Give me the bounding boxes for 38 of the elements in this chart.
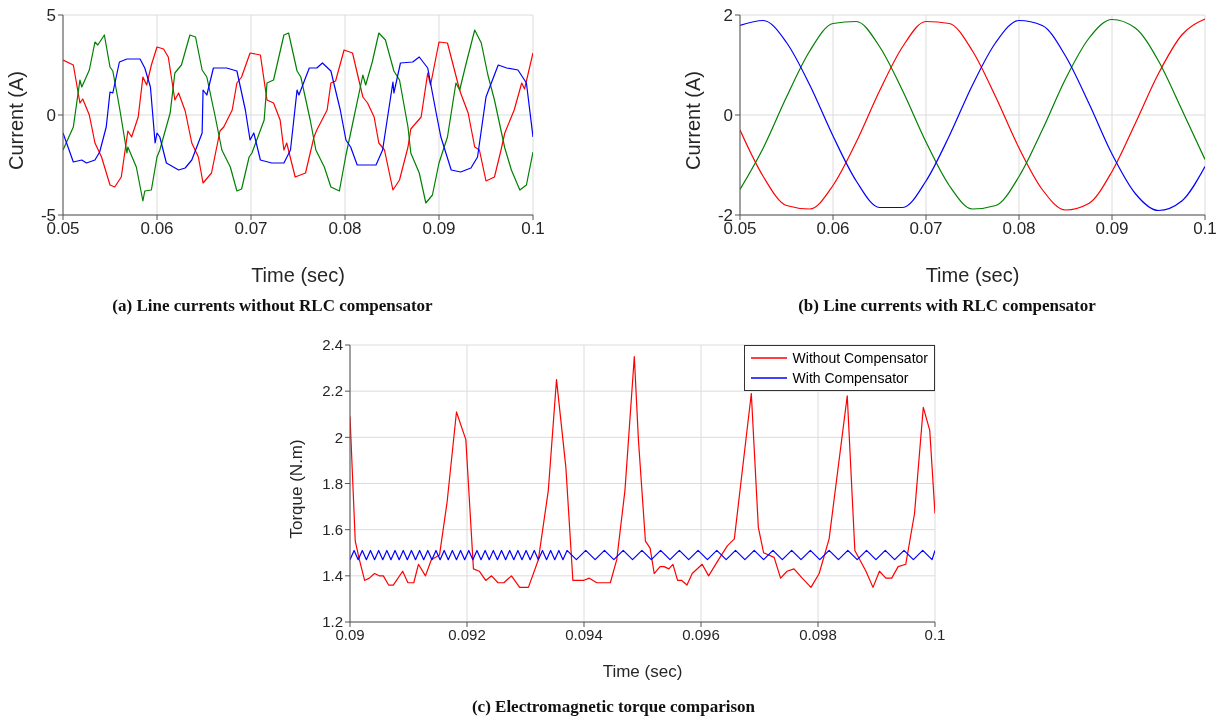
text: (c) Electromagnetic torque comparison xyxy=(470,697,757,717)
text: (a) Line currents without RLC compensator xyxy=(111,296,434,316)
y-tick-label: 1.8 xyxy=(322,474,343,492)
x-tick-label: 0.08 xyxy=(1002,219,1036,239)
x-tick-label: 0.06 xyxy=(140,219,174,239)
y-tick-label: 0 xyxy=(46,106,56,126)
x-tick-label: 0.1 xyxy=(924,625,946,643)
y-axis-title: Current (A) xyxy=(682,71,705,170)
y-tick-label: 1.2 xyxy=(322,613,343,631)
legend-label: Without Compensator xyxy=(792,349,928,368)
y-tick-label: 2 xyxy=(723,6,733,26)
x-tick-label: 0.1 xyxy=(521,219,545,239)
line-series xyxy=(63,56,533,173)
x-axis-title: Time (sec) xyxy=(602,662,683,681)
y-tick-label: 2.4 xyxy=(322,336,343,354)
x-tick-label: 0.094 xyxy=(565,625,603,643)
x-tick-label: 0.1 xyxy=(1193,219,1217,239)
legend-label: With Compensator xyxy=(792,369,909,388)
x-tick-label: 0.09 xyxy=(1095,219,1129,239)
y-tick-label: 5 xyxy=(46,6,56,26)
y-tick-label: 1.6 xyxy=(322,520,343,538)
x-tick-label: 0.08 xyxy=(328,219,362,239)
x-tick-label: 0.098 xyxy=(799,625,837,643)
y-axis-title: Torque (N.m) xyxy=(287,439,307,539)
text: (b) Line currents with RLC compensator xyxy=(797,296,1097,316)
x-tick-label: 0.092 xyxy=(448,625,486,643)
y-tick-label: 1.4 xyxy=(322,567,343,585)
x-tick-label: 0.096 xyxy=(682,625,720,643)
y-axis-title: Current (A) xyxy=(5,71,28,170)
x-axis-title: Time (sec) xyxy=(925,264,1020,286)
x-tick-label: 0.09 xyxy=(422,219,456,239)
x-axis-title: Time (sec) xyxy=(251,264,345,286)
x-tick-label: 0.07 xyxy=(234,219,268,239)
y-tick-label: 0 xyxy=(723,106,733,126)
x-tick-label: 0.06 xyxy=(816,219,850,239)
y-tick-label: 2 xyxy=(334,428,343,446)
x-tick-label: 0.07 xyxy=(909,219,943,239)
y-tick-label: 2.2 xyxy=(322,382,343,400)
